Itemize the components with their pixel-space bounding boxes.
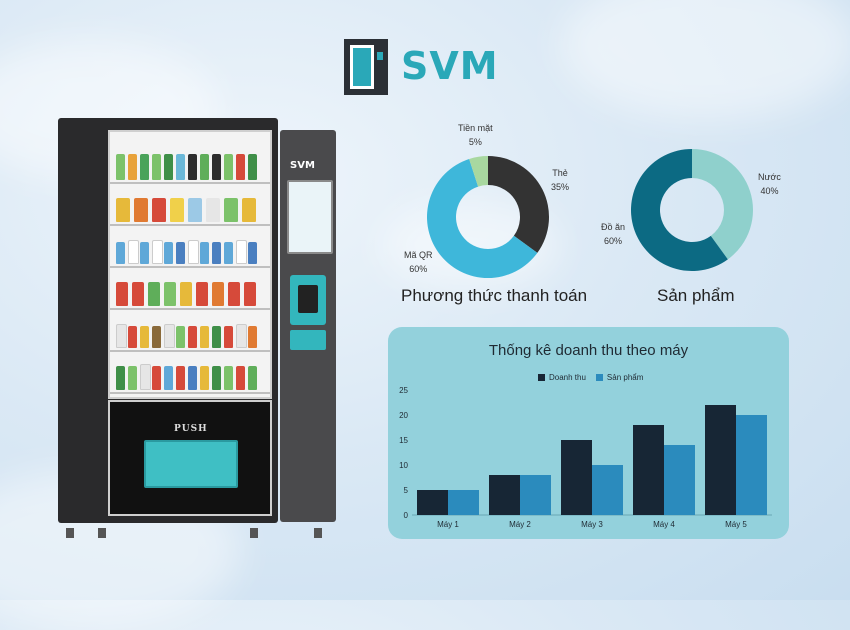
legend-item-products: Sản phẩm: [595, 373, 644, 382]
slice-value: 35%: [551, 182, 570, 192]
touch-screen: [287, 180, 333, 254]
machine-foot: [66, 528, 74, 538]
legend-label: Doanh thu: [549, 373, 586, 382]
slice-label-cash: Tiền mặt 5%: [458, 121, 493, 149]
pickup-bin: PUSH: [108, 400, 272, 516]
product-donut-chart: [631, 149, 753, 271]
y-tick-label: 5: [404, 486, 409, 495]
bar-products: [736, 415, 767, 515]
shelf: [110, 314, 270, 352]
slice-value: 5%: [468, 137, 482, 147]
slice-name: Mã QR: [404, 250, 433, 260]
payment-chart-title: Phương thức thanh toán: [401, 286, 588, 305]
legend-label: Sản phẩm: [606, 373, 644, 382]
slice-value: 60%: [604, 236, 623, 246]
shelf: [110, 230, 270, 268]
slice-name: Nước: [758, 172, 781, 182]
bar-products: [448, 490, 479, 515]
slice-value: 40%: [760, 186, 779, 196]
bar-products: [520, 475, 551, 515]
x-tick-label: Máy 4: [653, 520, 675, 529]
slice-label-qr: Mã QR 60%: [404, 248, 433, 276]
y-tick-label: 0: [404, 511, 409, 520]
bar-revenue: [561, 440, 592, 515]
legend-item-revenue: Doanh thu: [538, 373, 586, 382]
donut-slice: [488, 156, 549, 253]
shelf: [110, 188, 270, 226]
payment-terminal: [290, 275, 326, 325]
machine-foot: [314, 528, 322, 538]
bar-revenue: [705, 405, 736, 515]
push-label: PUSH: [174, 424, 208, 434]
x-tick-label: Máy 5: [725, 520, 747, 529]
slice-label-water: Nước 40%: [758, 170, 781, 198]
y-tick-label: 20: [399, 411, 408, 420]
bar-revenue: [417, 490, 448, 515]
slice-label-card: Thẻ 35%: [551, 166, 569, 194]
panel-logo: SVM: [290, 160, 315, 171]
machine-foot: [250, 528, 258, 538]
bar-revenue: [633, 425, 664, 515]
x-tick-label: Máy 1: [437, 520, 459, 529]
bar-products: [592, 465, 623, 515]
slice-name: Thẻ: [552, 168, 568, 178]
slice-name: Tiền mặt: [458, 123, 493, 133]
pickup-door: [144, 440, 238, 488]
legend-swatch: [595, 374, 603, 381]
revenue-chart-card: Thống kê doanh thu theo máy Doanh thu Sả…: [388, 327, 789, 539]
slice-value: 60%: [409, 264, 428, 274]
chart-legend: Doanh thu Sản phẩm: [538, 373, 643, 382]
machine-foot: [98, 528, 106, 538]
shelf: [110, 356, 270, 394]
legend-swatch: [538, 374, 545, 381]
payment-method-donut-chart: [427, 156, 549, 278]
revenue-bar-chart: 0 5 10 15 20 25 Máy 1 Máy 2 Máy 3 Máy 4 Máy 5: [399, 386, 772, 529]
vending-machine-image: PUSH SVM: [58, 118, 340, 538]
slice-name: Đồ ăn: [601, 222, 626, 232]
shelf: [110, 272, 270, 310]
donut-slice: [469, 156, 488, 187]
y-tick-label: 25: [399, 386, 408, 395]
vending-machine-logo-icon: [344, 39, 388, 95]
brand-name: SVM: [401, 44, 499, 88]
brand-logo: SVM: [343, 38, 513, 96]
x-tick-label: Máy 2: [509, 520, 531, 529]
y-tick-label: 15: [399, 436, 408, 445]
control-panel: SVM: [280, 130, 336, 522]
donut-slice: [427, 158, 538, 278]
y-tick-label: 10: [399, 461, 408, 470]
slice-label-food: Đồ ăn 60%: [601, 220, 625, 248]
donut-slice: [692, 149, 753, 260]
shelf: [110, 146, 270, 184]
x-tick-label: Máy 3: [581, 520, 603, 529]
bar-revenue: [489, 475, 520, 515]
revenue-chart-title: Thống kê doanh thu theo máy: [488, 342, 689, 359]
card-slot: [290, 330, 326, 350]
donut-slice: [631, 149, 728, 271]
product-chart-title: Sản phẩm: [657, 286, 735, 305]
product-window: [108, 130, 272, 399]
bar-products: [664, 445, 695, 515]
